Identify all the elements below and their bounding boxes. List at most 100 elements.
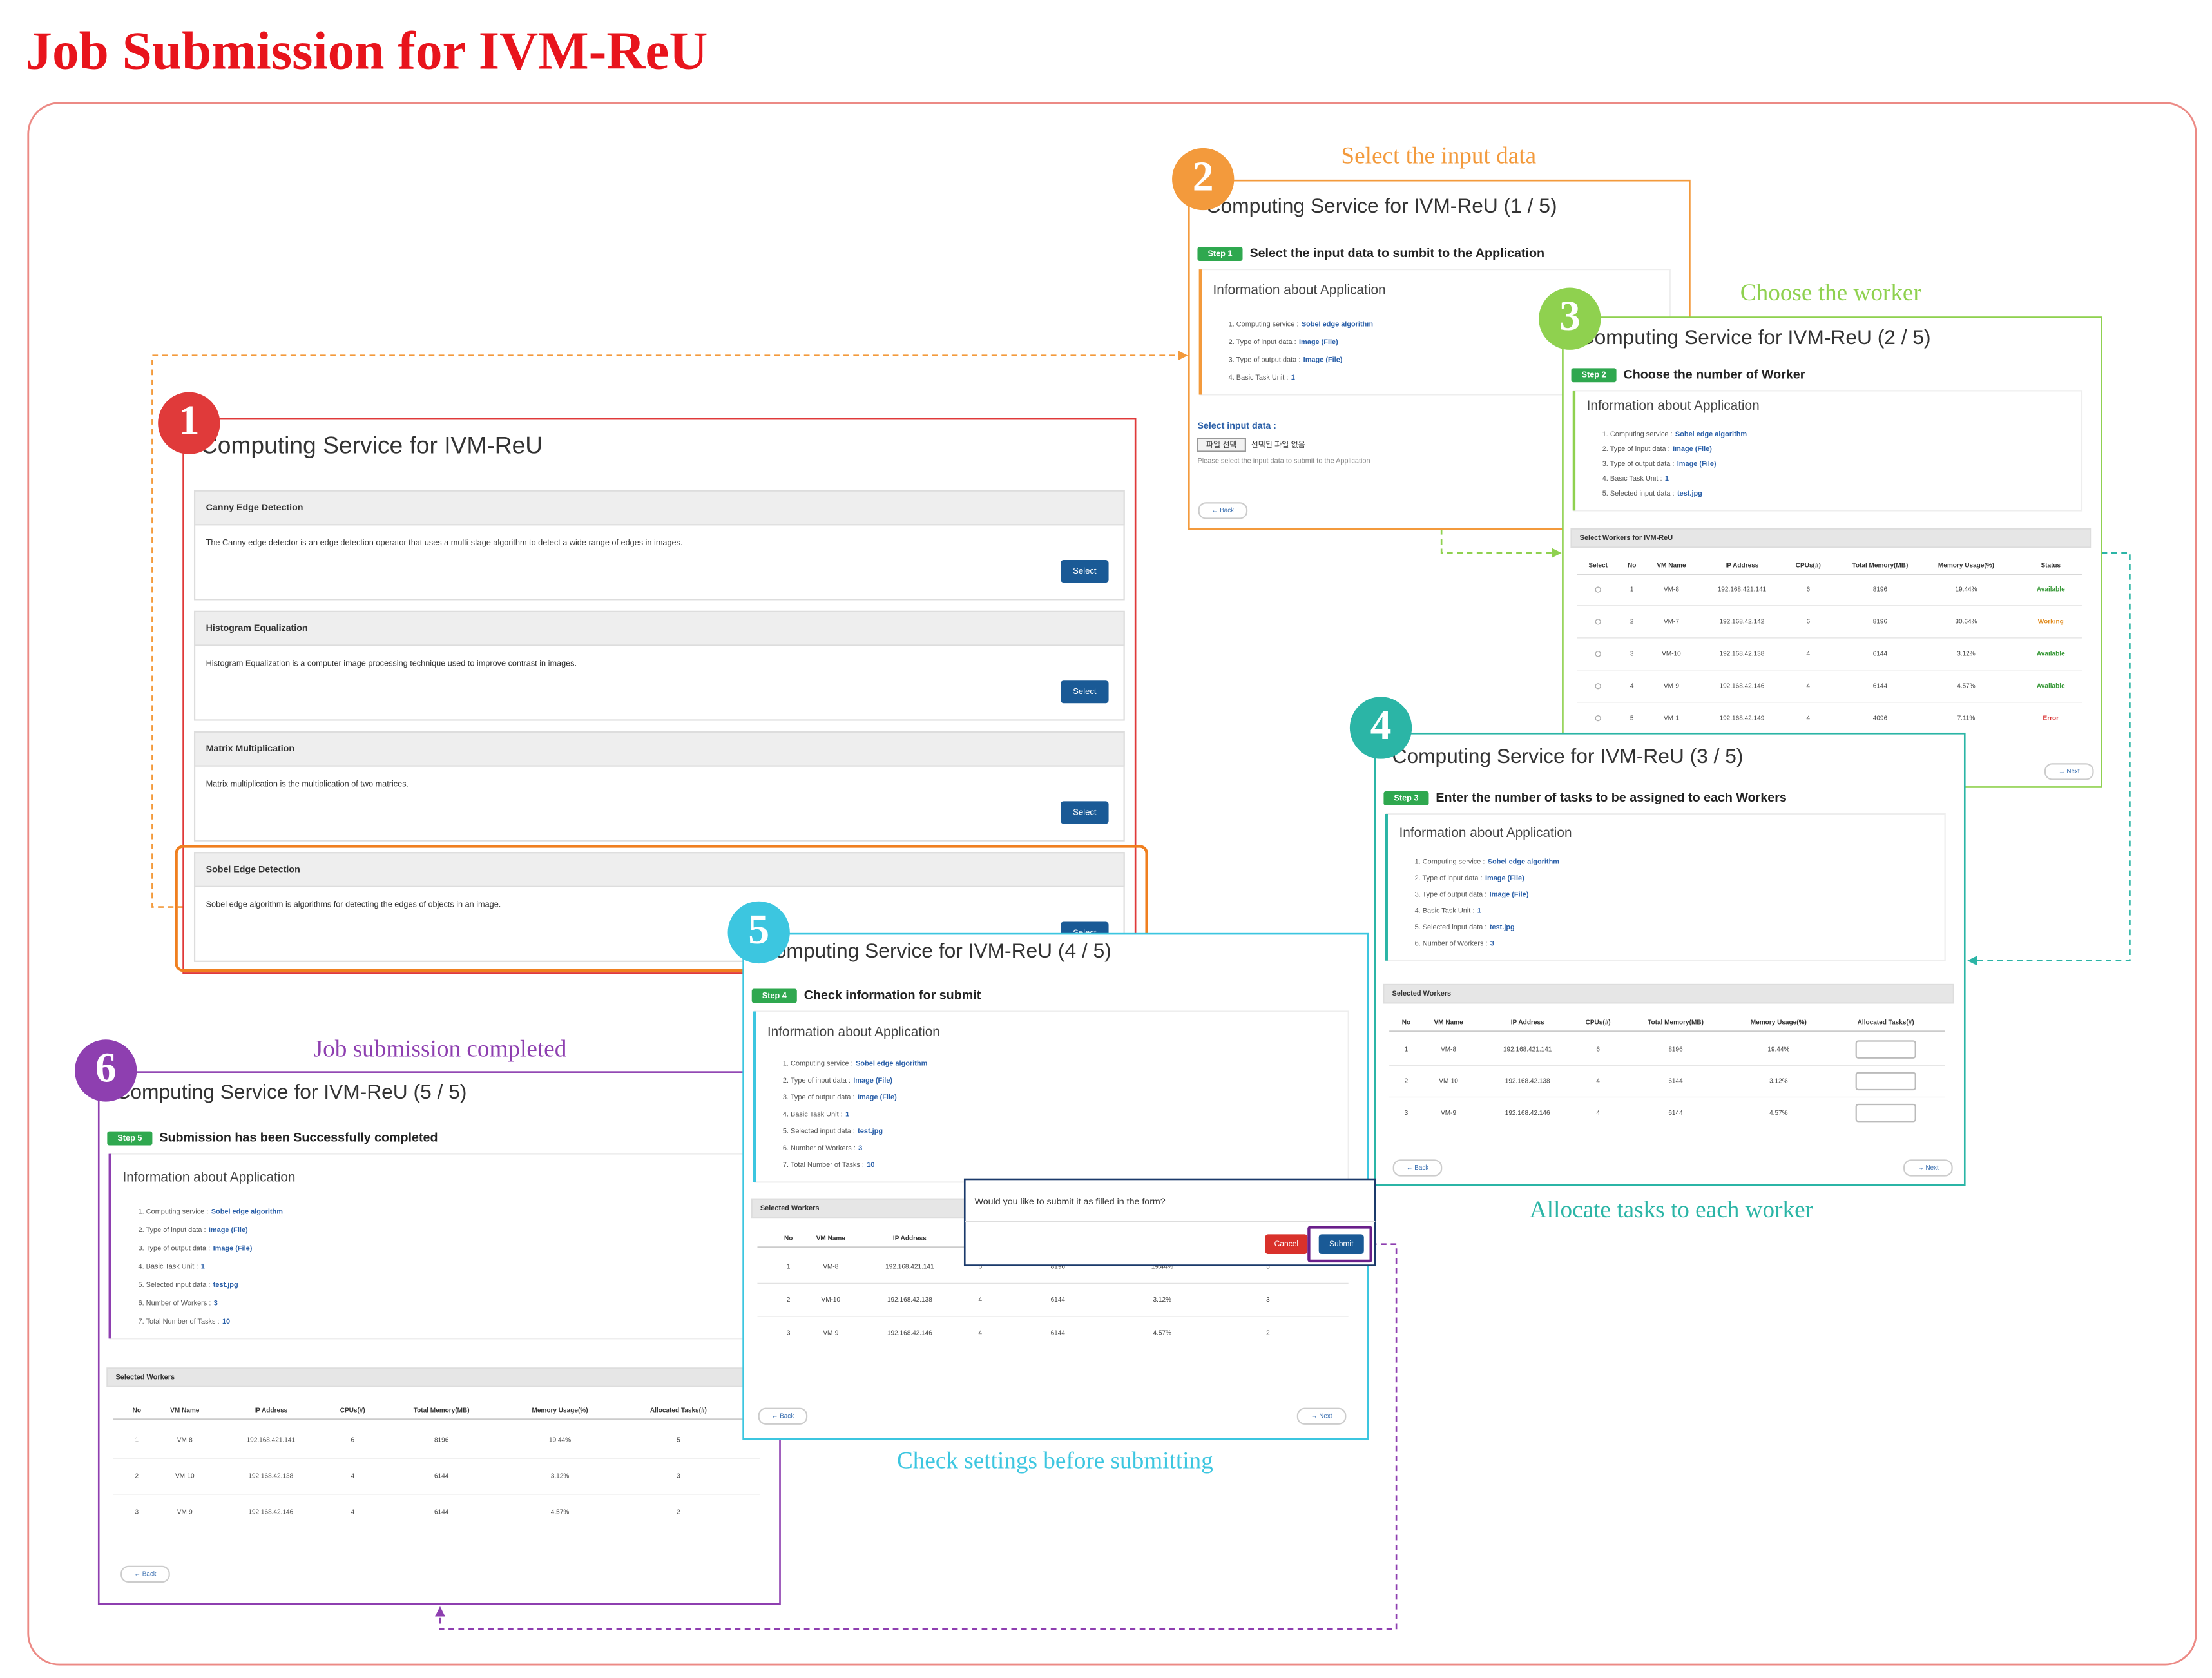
step-badge <box>751 988 797 1003</box>
panel: Computing Service for IVM-ReU Canny Edge … <box>158 392 1148 974</box>
table-cell: 192.168.42.149 <box>1719 715 1764 722</box>
table-cell: 6144 <box>1873 682 1888 690</box>
step-badge-label: Step 3 <box>1394 793 1418 802</box>
info-value: Sobel edge algorithm <box>1302 320 1373 328</box>
table-cell: 5 <box>1266 1263 1270 1270</box>
table-cell: 4.57% <box>1957 682 1976 690</box>
table-cell: 1 <box>787 1263 791 1270</box>
column-header: No <box>1628 562 1636 569</box>
info-item: 5. Selected input data : test.jpg <box>139 1281 238 1289</box>
table-cell: 6 <box>351 1437 354 1444</box>
info-item: 2. Type of input data : Image (File) <box>1415 874 1525 882</box>
info-value: 1 <box>1477 907 1481 915</box>
info-label: 5. Selected input data : <box>1602 490 1675 497</box>
cancel-label: Cancel <box>1274 1239 1298 1248</box>
connector <box>1440 528 1562 558</box>
table-cell: 8196 <box>1873 586 1888 593</box>
input-label: Select input data : <box>1197 421 1276 431</box>
info-label: 3. Type of output data : <box>1602 460 1675 468</box>
info-item: 6. Number of Workers :3 <box>1415 940 1494 947</box>
table-cell: VM-10 <box>1439 1078 1458 1085</box>
info-value: 3 <box>214 1300 218 1307</box>
info-item: 1. Computing service : Sobel edge algorit… <box>139 1208 284 1215</box>
info-value: 10 <box>867 1161 874 1169</box>
info-value: Image (File) <box>1303 356 1343 364</box>
info-title: Information about Application <box>1213 282 1386 297</box>
table-cell: 4 <box>1807 682 1811 690</box>
info-value: Image (File) <box>1673 445 1712 453</box>
column-header: VM Name <box>816 1235 846 1242</box>
info-item: 2. Type of input data : Image (File) <box>1229 338 1339 346</box>
info-label: 5. Selected input data : <box>783 1127 855 1135</box>
step-badge <box>1383 791 1429 805</box>
info-item: 2. Type of input data : Image (File) <box>139 1226 249 1234</box>
info-label: 4. Basic Task Unit : <box>1415 907 1475 915</box>
table-cell: 192.168.42.138 <box>248 1472 293 1480</box>
panel-title: Computing Service for IVM-ReU (5 / 5) <box>115 1080 466 1103</box>
table-cell: 1 <box>1630 586 1634 593</box>
nav-button-label: ← Back <box>134 1571 157 1578</box>
table-cell: 4 <box>979 1297 983 1304</box>
table-cell: 19.44% <box>1955 586 1977 593</box>
row-checkbox <box>1595 586 1601 593</box>
caption: Check settings before submitting <box>897 1448 1213 1474</box>
nav-button <box>1903 1159 1953 1177</box>
info-value: 3 <box>858 1144 862 1152</box>
column-header: No <box>784 1235 793 1242</box>
info-value: Sobel edge algorithm <box>1488 858 1559 865</box>
table-cell: 3 <box>677 1472 680 1480</box>
info-box <box>754 1010 1349 1183</box>
nav-button-label: ← Back <box>772 1413 794 1420</box>
table-cell: VM-10 <box>175 1472 195 1480</box>
table-cell: 6144 <box>434 1472 449 1480</box>
column-header: CPUs(#) <box>1796 562 1821 569</box>
info-item: 3. Type of output data : Image (File) <box>1415 891 1529 898</box>
step-heading: Select the input data to sumbit to the A… <box>1249 246 1544 260</box>
dialog-message: Would you like to submit it as filled in… <box>975 1197 1166 1207</box>
info-item: 3. Type of output data : Image (File) <box>139 1244 253 1252</box>
table-bar <box>106 1367 770 1387</box>
info-value: test.jpg <box>1677 490 1702 497</box>
info-item: 4. Basic Task Unit :1 <box>139 1263 205 1271</box>
info-value: Image (File) <box>853 1077 892 1085</box>
table-cell: 1 <box>1405 1046 1409 1053</box>
info-box <box>109 1153 761 1340</box>
info-box <box>1573 390 2083 512</box>
info-item: 6. Number of Workers :3 <box>783 1144 862 1152</box>
step-badge <box>1197 247 1243 261</box>
info-label: 5. Selected input data : <box>1415 923 1487 931</box>
table-cell: 2 <box>787 1297 791 1304</box>
step-number: 2 <box>1193 153 1214 200</box>
caption: Allocate tasks to each worker <box>1530 1197 1814 1223</box>
panel: Computing Service for IVM-ReU (5 / 5) Ste… <box>75 1039 781 1605</box>
select-button <box>1061 680 1109 704</box>
info-title: Information about Application <box>767 1025 940 1039</box>
column-header: Total Memory(MB) <box>1852 562 1908 569</box>
table-cell: 8196 <box>1873 619 1888 626</box>
info-value: test.jpg <box>1490 923 1515 931</box>
hint: Please select the input data to submit t… <box>1197 458 1370 465</box>
step-number: 1 <box>178 397 200 444</box>
select-button-label: Select <box>1073 807 1097 816</box>
app-name: Matrix Multiplication <box>206 744 294 754</box>
info-label: 6. Number of Workers : <box>783 1144 856 1152</box>
table-cell: 3 <box>135 1509 139 1516</box>
column-header: IP Address <box>254 1407 287 1414</box>
table-cell: 2 <box>1630 619 1634 626</box>
app-card-header <box>193 610 1125 646</box>
column-header: Memory Usage(%) <box>1938 562 1994 569</box>
info-label: 4. Basic Task Unit : <box>139 1263 198 1271</box>
info-label: 3. Type of output data : <box>783 1094 855 1101</box>
table-cell: VM-1 <box>1664 715 1679 722</box>
column-header: IP Address <box>1725 562 1758 569</box>
info-item: 3. Type of output data : Image (File) <box>1602 460 1717 468</box>
table-cell: 6144 <box>1873 650 1888 657</box>
table-cell: 3.12% <box>1153 1297 1171 1304</box>
panel-frame <box>1562 316 2102 788</box>
table-cell: VM-7 <box>1664 619 1679 626</box>
info-value: Image (File) <box>858 1094 897 1101</box>
app-name: Histogram Equalization <box>206 623 308 633</box>
table-cell: 4 <box>351 1509 354 1516</box>
info-value: Image (File) <box>1677 460 1717 468</box>
info-label: 1. Computing service : <box>1602 430 1673 438</box>
